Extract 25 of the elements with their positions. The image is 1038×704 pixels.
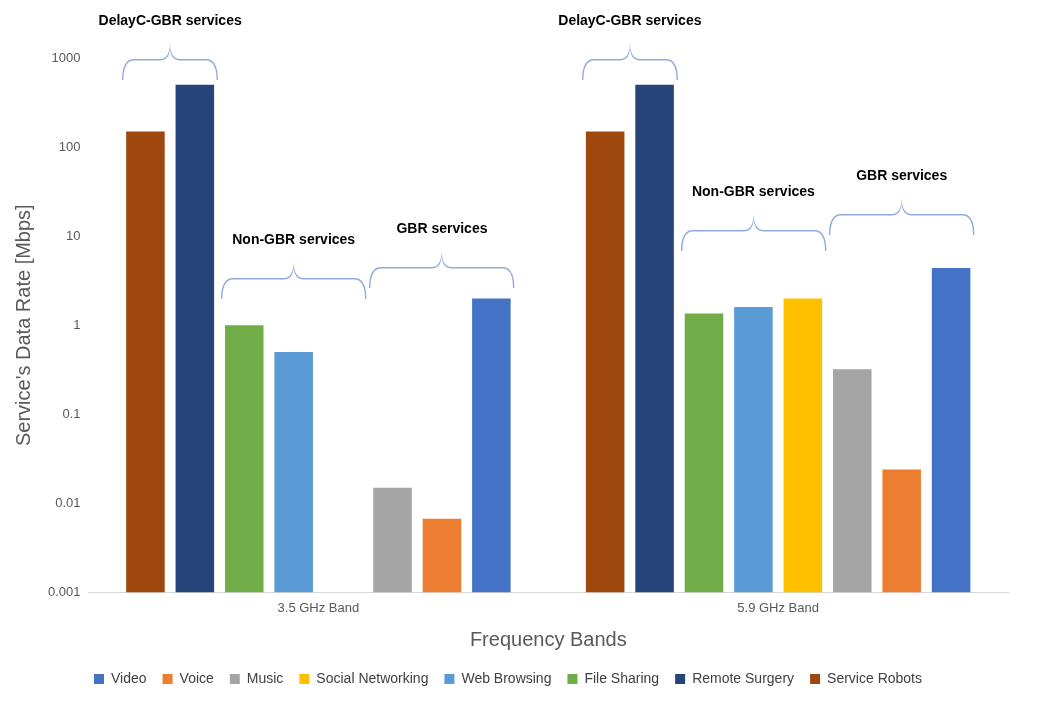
legend-label: Voice [179,669,215,686]
y-tick-label: 10 [66,227,81,243]
annotation: GBR services [396,220,488,237]
annotation: GBR services [855,166,949,183]
legend-label: Web Browsing [461,669,552,686]
legend-label: Video [111,669,147,686]
y-tick-label: 0.01 [55,494,81,510]
x-tick-label: 5.9 GHz Band [737,599,819,615]
x-axis-title: Frequency Bands [469,627,627,650]
legend-label: Music [246,669,284,686]
legend-label: File Sharing [584,669,660,686]
text: DelayC-GBR services [97,11,243,28]
legend-label: Social Networking [316,669,429,686]
y-tick-label: 1 [73,316,81,332]
y-tick-label: 0.001 [47,583,81,599]
annotation: Non-GBR services [690,182,816,199]
y-axis-title: Service's Data Rate [Mbps] [11,204,34,447]
y-tick-label: 1000 [51,49,81,65]
x-tick-label: 3.5 GHz Band [277,599,360,615]
y-tick-label: 100 [58,138,81,154]
legend-label: Remote Surgery [692,669,795,686]
text: DelayC-GBR services [557,11,703,28]
legend-label: Service Robots [827,669,922,686]
y-tick-label: 0.1 [62,405,81,421]
annotation: Non-GBR services [232,231,356,248]
